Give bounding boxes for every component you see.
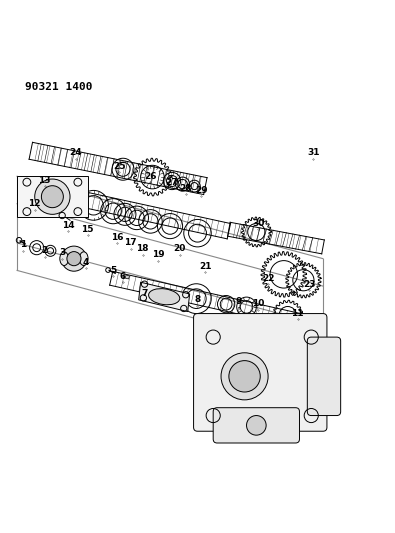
Text: 3: 3	[59, 248, 65, 257]
Text: 21: 21	[199, 262, 212, 271]
Text: 31: 31	[307, 148, 320, 157]
Circle shape	[35, 179, 70, 214]
Text: 10: 10	[252, 299, 265, 308]
Text: 14: 14	[62, 221, 74, 230]
Text: 7: 7	[141, 289, 148, 298]
Circle shape	[229, 361, 260, 392]
Polygon shape	[139, 282, 190, 312]
Text: 19: 19	[152, 250, 165, 259]
Ellipse shape	[149, 289, 180, 305]
Text: 2: 2	[41, 246, 48, 255]
Circle shape	[41, 185, 63, 208]
Text: 28: 28	[179, 183, 192, 192]
FancyBboxPatch shape	[213, 408, 299, 443]
Text: 11: 11	[291, 309, 304, 318]
Text: 17: 17	[124, 238, 137, 247]
Text: 16: 16	[111, 232, 123, 241]
Text: 12: 12	[28, 199, 41, 208]
Circle shape	[67, 252, 81, 266]
Text: 20: 20	[174, 244, 186, 253]
Text: 22: 22	[262, 274, 275, 283]
Circle shape	[221, 353, 268, 400]
FancyBboxPatch shape	[194, 313, 327, 431]
Text: 18: 18	[136, 244, 149, 253]
Text: 15: 15	[81, 225, 94, 234]
Polygon shape	[17, 176, 88, 217]
FancyBboxPatch shape	[307, 337, 340, 416]
Text: 5: 5	[110, 266, 116, 275]
Circle shape	[61, 246, 87, 271]
Text: 4: 4	[83, 258, 89, 267]
Text: 26: 26	[144, 172, 157, 181]
Text: 8: 8	[194, 295, 201, 304]
Text: 90321 1400: 90321 1400	[25, 82, 92, 92]
Text: 27: 27	[166, 177, 178, 187]
Ellipse shape	[79, 252, 88, 265]
Text: 1: 1	[20, 240, 26, 249]
Text: 29: 29	[195, 185, 208, 195]
Text: 30: 30	[252, 219, 265, 228]
Text: 24: 24	[70, 148, 82, 157]
Ellipse shape	[60, 252, 68, 265]
Text: 23: 23	[303, 280, 316, 289]
Circle shape	[246, 416, 266, 435]
Bar	[123, 274, 130, 279]
Text: 25: 25	[113, 162, 125, 171]
Text: 13: 13	[38, 176, 51, 185]
Text: 6: 6	[120, 272, 126, 281]
Text: 9: 9	[235, 297, 242, 306]
